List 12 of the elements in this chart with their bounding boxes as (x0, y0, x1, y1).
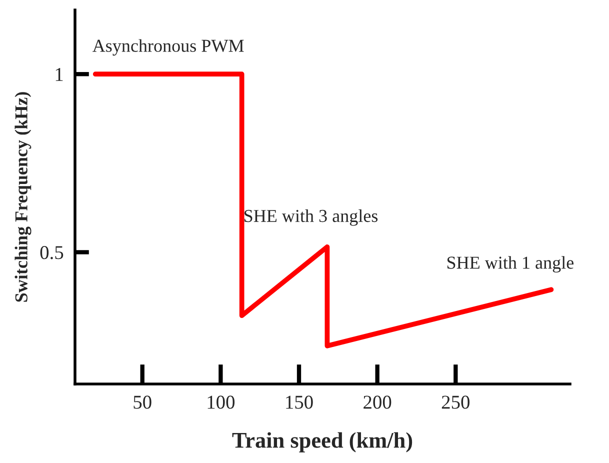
annotation: SHE with 3 angles (244, 209, 378, 226)
y-tick-label: 1 (56, 68, 63, 81)
x-tick-label: 50 (134, 396, 152, 409)
y-tick-label: 0.5 (40, 246, 64, 260)
x-axis-title: Train speed (km/h) (232, 432, 412, 452)
x-tick-label: 150 (286, 396, 313, 409)
x-tick-label: 200 (364, 396, 392, 409)
y-axis-title: Switching Frequency (kHz) (14, 92, 32, 302)
x-tick-label: 250 (442, 396, 470, 409)
annotation: SHE with 1 angle (447, 256, 574, 273)
annotation: Asynchronous PWM (92, 39, 244, 56)
x-tick-label: 100 (208, 396, 235, 409)
